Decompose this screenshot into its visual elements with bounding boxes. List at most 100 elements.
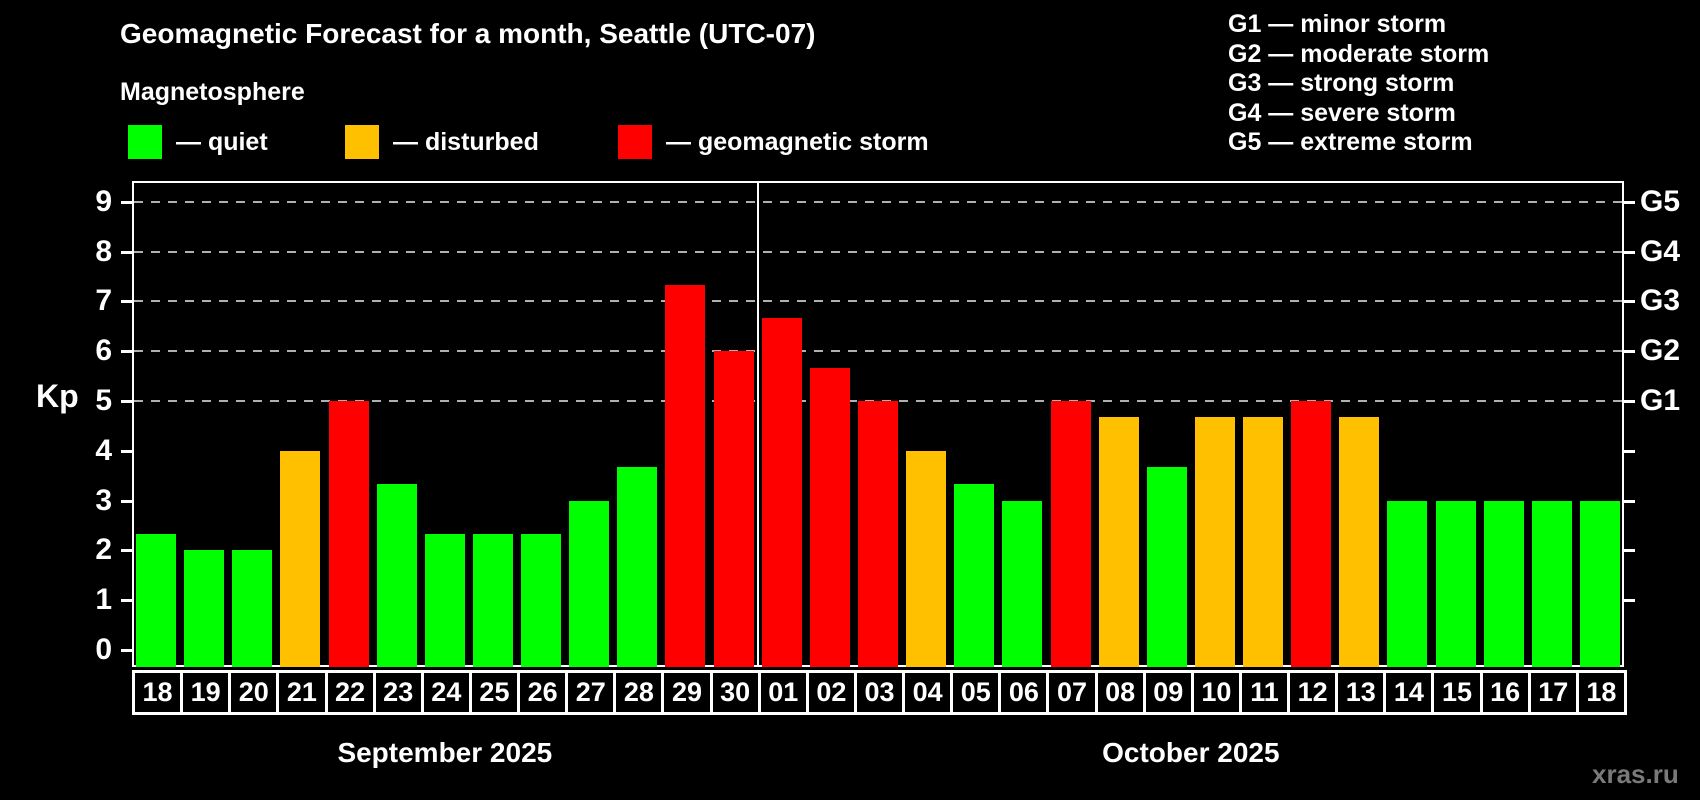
storm-scale-line-5: G5 — extreme storm bbox=[1228, 128, 1473, 156]
gridline-kp-7 bbox=[134, 300, 1622, 303]
y-axis-tick-5 bbox=[121, 400, 132, 403]
watermark: xras.ru bbox=[1592, 759, 1679, 789]
right-axis-tick-3 bbox=[1624, 499, 1635, 503]
kp-bar-19-day-07 bbox=[1050, 401, 1091, 667]
g-scale-label-G1: G1 bbox=[1640, 384, 1681, 417]
date-cell-6-day-24: 24 bbox=[420, 670, 472, 715]
storm-scale-line-3: G3 — strong storm bbox=[1228, 69, 1455, 97]
date-cell-26-day-14: 14 bbox=[1383, 670, 1435, 715]
legend-item-quiet: — quiet bbox=[128, 125, 268, 159]
date-cell-8-day-26: 26 bbox=[517, 670, 569, 715]
kp-bar-5-day-23 bbox=[376, 484, 417, 667]
y-axis-tick-8 bbox=[121, 250, 132, 254]
right-axis-tick-4 bbox=[1624, 449, 1635, 453]
month-separator bbox=[756, 181, 759, 667]
right-axis-tick-7 bbox=[1624, 300, 1635, 304]
kp-bar-10-day-28 bbox=[617, 467, 658, 667]
kp-bar-23-day-11 bbox=[1243, 417, 1284, 667]
date-cell-9-day-27: 27 bbox=[565, 670, 617, 715]
date-cell-5-day-23: 23 bbox=[372, 670, 424, 715]
date-cell-22-day-10: 10 bbox=[1190, 670, 1242, 715]
y-axis-tick-3 bbox=[121, 499, 132, 503]
kp-bar-7-day-25 bbox=[472, 533, 513, 667]
date-cell-23-day-11: 11 bbox=[1238, 670, 1291, 715]
magnetosphere-subtitle: Magnetosphere bbox=[120, 78, 305, 106]
g-scale-label-G4: G4 bbox=[1640, 234, 1681, 268]
kp-bar-1-day-19 bbox=[184, 550, 225, 667]
disturbed-color-swatch bbox=[345, 125, 379, 159]
y-axis-tick-2 bbox=[121, 549, 132, 553]
kp-bar-9-day-27 bbox=[569, 500, 610, 667]
date-cell-24-day-12: 12 bbox=[1287, 670, 1339, 715]
date-cell-13-day-01: 01 bbox=[757, 670, 809, 715]
date-cell-27-day-15: 15 bbox=[1431, 670, 1483, 715]
kp-bar-20-day-08 bbox=[1098, 417, 1139, 667]
storm-scale-line-4: G4 — severe storm bbox=[1228, 98, 1456, 127]
y-tick-label-0: 0 bbox=[95, 633, 112, 666]
gridline-kp-6 bbox=[134, 350, 1622, 353]
kp-bar-30-day-18 bbox=[1579, 500, 1620, 667]
g-scale-label-G2: G2 bbox=[1640, 334, 1681, 368]
date-cell-20-day-08: 08 bbox=[1094, 670, 1146, 715]
kp-bar-11-day-29 bbox=[665, 284, 706, 667]
gridline-kp-9 bbox=[134, 200, 1622, 203]
kp-bar-28-day-16 bbox=[1483, 500, 1524, 667]
kp-bar-17-day-05 bbox=[954, 484, 995, 667]
kp-bar-16-day-04 bbox=[906, 450, 947, 667]
page-title: Geomagnetic Forecast for a month, Seattl… bbox=[120, 18, 816, 49]
date-cell-18-day-06: 06 bbox=[998, 670, 1050, 715]
legend-label-storm: — geomagnetic storm bbox=[666, 127, 929, 156]
date-cell-25-day-13: 13 bbox=[1335, 670, 1387, 715]
kp-bar-26-day-14 bbox=[1387, 500, 1428, 667]
y-axis-tick-9 bbox=[121, 200, 132, 204]
y-axis-tick-6 bbox=[121, 350, 132, 354]
date-cell-15-day-03: 03 bbox=[853, 670, 906, 715]
date-cell-14-day-02: 02 bbox=[805, 670, 857, 715]
kp-bar-29-day-17 bbox=[1531, 500, 1572, 667]
month-label-1: October 2025 bbox=[1102, 737, 1280, 768]
y-tick-label-5: 5 bbox=[95, 384, 112, 417]
storm-color-swatch bbox=[618, 125, 652, 159]
date-cell-30-day-18: 18 bbox=[1575, 670, 1627, 715]
date-cell-29-day-17: 17 bbox=[1527, 670, 1579, 715]
storm-scale-line-1: G1 — minor storm bbox=[1228, 10, 1447, 38]
kp-bar-12-day-30 bbox=[713, 351, 754, 667]
date-cell-0-day-18: 18 bbox=[132, 670, 184, 715]
kp-bar-15-day-03 bbox=[858, 401, 898, 667]
y-tick-label-1: 1 bbox=[95, 583, 112, 617]
kp-bar-2-day-20 bbox=[232, 550, 273, 667]
right-axis-tick-1 bbox=[1624, 599, 1635, 603]
right-axis-tick-8 bbox=[1624, 250, 1635, 254]
y-tick-label-6: 6 bbox=[95, 334, 112, 368]
kp-bar-21-day-09 bbox=[1146, 467, 1187, 667]
storm-scale-legend: G1 — minor storm G2 — moderate storm G3 — … bbox=[1228, 10, 1489, 158]
y-axis-tick-7 bbox=[121, 300, 132, 304]
kp-bar-14-day-02 bbox=[809, 367, 850, 667]
y-tick-label-4: 4 bbox=[95, 433, 112, 467]
y-axis-tick-4 bbox=[121, 449, 132, 453]
kp-bar-3-day-21 bbox=[280, 450, 321, 667]
legend-label-disturbed: — disturbed bbox=[393, 127, 539, 156]
right-axis-tick-2 bbox=[1624, 549, 1635, 553]
legend-label-quiet: — quiet bbox=[176, 127, 268, 156]
date-cell-10-day-28: 28 bbox=[613, 670, 665, 715]
kp-bar-25-day-13 bbox=[1339, 417, 1380, 667]
kp-bar-0-day-18 bbox=[136, 533, 177, 667]
storm-scale-line-2: G2 — moderate storm bbox=[1228, 39, 1490, 68]
month-label-0: September 2025 bbox=[337, 737, 553, 768]
kp-bar-18-day-06 bbox=[1002, 500, 1043, 667]
date-cell-1-day-19: 19 bbox=[180, 670, 232, 715]
kp-bar-13-day-01 bbox=[761, 317, 802, 667]
kp-bar-4-day-22 bbox=[328, 401, 369, 667]
g-scale-label-G5: G5 bbox=[1640, 184, 1681, 218]
g-scale-label-G3: G3 bbox=[1640, 284, 1681, 318]
right-axis-tick-6 bbox=[1624, 350, 1635, 354]
legend-item-storm: — geomagnetic storm bbox=[618, 125, 929, 159]
gridline-kp-8 bbox=[134, 250, 1622, 253]
date-cell-3-day-21: 21 bbox=[276, 670, 328, 715]
y-axis-tick-1 bbox=[121, 599, 132, 603]
right-axis-tick-5 bbox=[1624, 400, 1635, 403]
y-tick-label-3: 3 bbox=[95, 483, 112, 517]
y-axis-tick-0 bbox=[121, 649, 132, 652]
